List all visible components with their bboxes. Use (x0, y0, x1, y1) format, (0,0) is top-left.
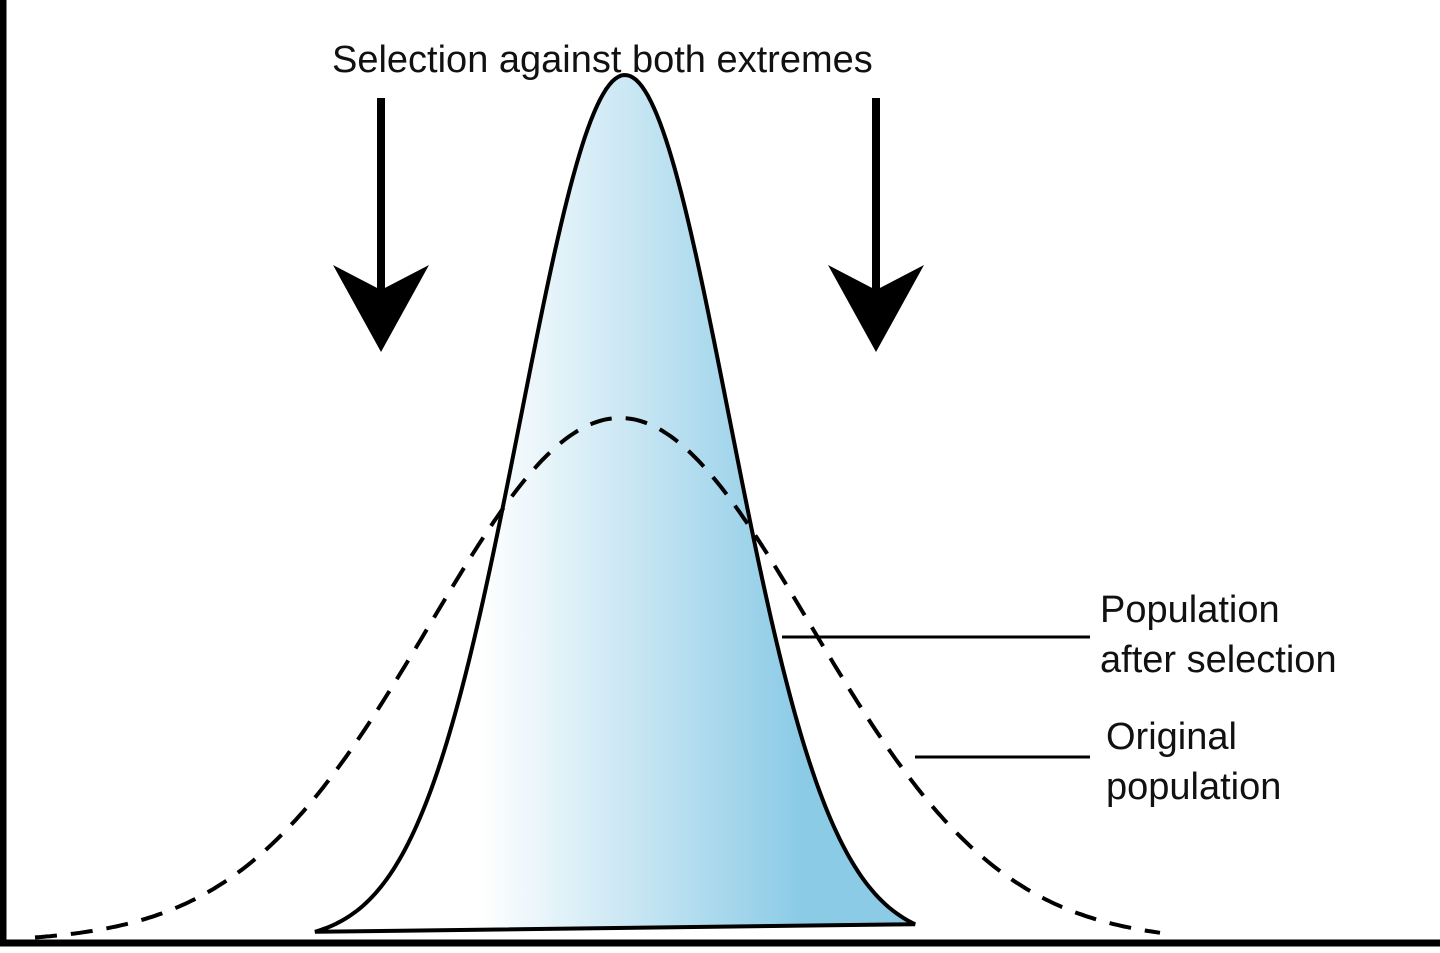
population-after-selection-curve (314, 72, 916, 934)
diagram-title: Selection against both extremes (332, 39, 873, 81)
label-population-after-selection: Population after selection (1100, 585, 1337, 685)
right-arrow-icon (828, 98, 924, 352)
left-arrow-icon (333, 98, 429, 352)
label-line: population (1106, 766, 1282, 808)
label-line: Original (1106, 716, 1237, 758)
original-population-curve (34, 415, 1161, 940)
label-line: Population (1100, 589, 1280, 631)
label-line: after selection (1100, 639, 1337, 681)
label-original-population: Original population (1106, 712, 1281, 812)
